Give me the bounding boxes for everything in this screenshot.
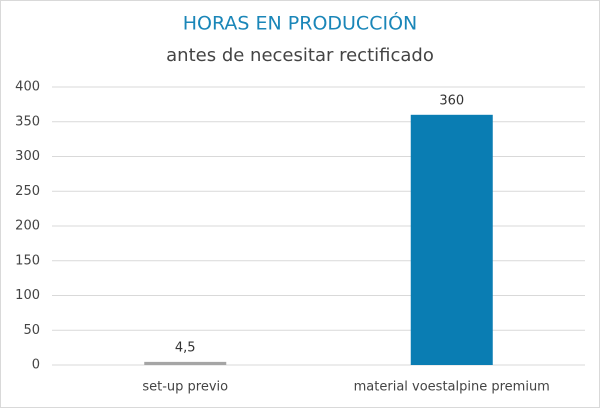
y-tick-label: 250	[15, 184, 40, 199]
value-label: 360	[439, 93, 464, 108]
chart-subtitle: antes de necesitar rectificado	[166, 45, 434, 66]
y-tick-label: 200	[15, 219, 40, 234]
x-tick-label: material voestalpine premium	[354, 380, 550, 395]
y-tick-label: 50	[23, 323, 40, 338]
y-tick-label: 0	[32, 358, 40, 373]
x-tick-label: set-up previo	[142, 380, 228, 395]
chart-title: HORAS EN PRODUCCIÓN	[183, 11, 418, 35]
y-tick-label: 300	[15, 149, 40, 164]
y-tick-label: 150	[15, 253, 40, 268]
y-tick-label: 400	[15, 80, 40, 95]
y-tick-label: 100	[15, 288, 40, 303]
y-tick-label: 350	[15, 114, 40, 129]
value-label: 4,5	[175, 340, 196, 355]
bar	[144, 361, 227, 365]
bar	[410, 114, 493, 365]
